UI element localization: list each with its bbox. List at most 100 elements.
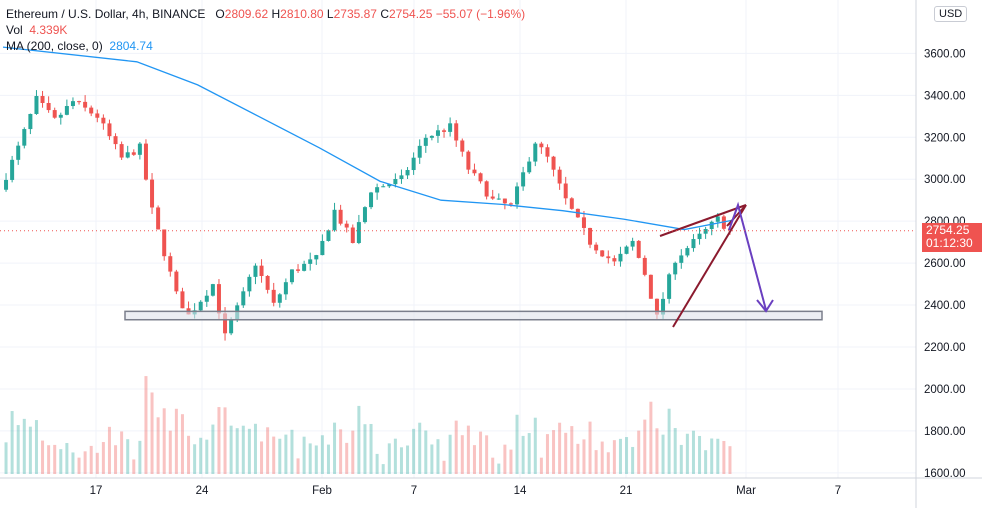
candle xyxy=(308,252,313,271)
y-tick-label: 3000.00 xyxy=(924,174,966,186)
candle xyxy=(496,193,501,200)
low-value: 2735.87 xyxy=(333,7,377,21)
candle xyxy=(679,249,684,269)
close-value: 2754.25 xyxy=(389,7,433,21)
legend-volume-row: Vol 4.339K xyxy=(6,23,68,37)
candle xyxy=(393,173,398,188)
candle xyxy=(64,99,69,116)
candle xyxy=(423,134,428,153)
candle xyxy=(52,107,57,119)
candle xyxy=(10,155,15,183)
volume-bar xyxy=(211,424,215,474)
volume-bar xyxy=(296,458,300,474)
candle xyxy=(545,144,550,163)
candle xyxy=(521,166,526,191)
candle xyxy=(502,198,507,210)
volume-bar xyxy=(308,443,312,474)
volume-bar xyxy=(89,445,93,474)
candle xyxy=(28,113,33,135)
candle xyxy=(405,167,410,180)
volume-bar xyxy=(387,443,391,474)
candle xyxy=(369,191,374,210)
candle xyxy=(448,117,453,137)
volume-bar xyxy=(454,420,458,474)
volume-bar xyxy=(436,439,440,474)
candle xyxy=(484,180,489,200)
candle xyxy=(630,237,635,251)
volume-bar xyxy=(600,441,604,474)
legend-ohlc-row: Ethereum / U.S. Dollar, 4h, BINANCE O280… xyxy=(6,7,526,21)
volume-bar xyxy=(229,425,233,474)
volume-bar xyxy=(71,452,75,474)
volume-bar xyxy=(174,408,178,474)
wedge-tip-line xyxy=(726,204,747,227)
candle xyxy=(168,252,173,277)
candle xyxy=(320,234,325,256)
volume-bar xyxy=(533,417,537,474)
volume-bar xyxy=(253,423,257,474)
candle xyxy=(46,96,51,113)
volume-bar xyxy=(582,439,586,474)
support-zone-rectangle xyxy=(124,310,823,321)
volume-bar xyxy=(679,444,683,474)
y-tick-label: 1600.00 xyxy=(924,468,966,480)
volume-bar xyxy=(479,431,483,474)
volume-bar xyxy=(606,452,610,474)
volume-bar xyxy=(144,376,148,474)
volume-bar xyxy=(418,422,422,474)
candle xyxy=(283,278,288,300)
candle xyxy=(399,169,404,184)
volume-bar xyxy=(138,440,142,474)
x-tick-label: 21 xyxy=(620,485,633,497)
volume-bar xyxy=(472,445,476,474)
candle xyxy=(22,127,27,149)
volume-bar xyxy=(381,464,385,474)
volume-bar xyxy=(612,440,616,474)
last-price-value: 2754.25 xyxy=(926,223,970,237)
volume-bar xyxy=(302,436,306,474)
volume-bar xyxy=(552,430,556,474)
candle xyxy=(253,263,258,285)
pattern-drawings xyxy=(659,201,774,328)
volume-bar xyxy=(412,428,416,474)
candle xyxy=(302,260,307,272)
volume-bar xyxy=(667,408,671,474)
volume-bar xyxy=(710,438,714,474)
volume-bar xyxy=(716,438,720,474)
volume-bar xyxy=(643,419,647,474)
candle xyxy=(332,202,337,232)
volume-bar xyxy=(326,444,330,474)
last-price-tag: 2754.25 01:12:30 xyxy=(922,223,982,252)
candle xyxy=(247,274,252,297)
volume-bar xyxy=(95,452,99,474)
candle xyxy=(131,149,136,156)
volume-bar xyxy=(199,437,203,474)
candle xyxy=(460,138,465,157)
volume-bar xyxy=(357,405,361,474)
volume-bar xyxy=(661,434,665,474)
x-tick-label: 17 xyxy=(90,485,103,497)
candle xyxy=(612,255,617,266)
volume-bar xyxy=(193,444,197,474)
candle xyxy=(296,264,301,273)
volume-bar xyxy=(114,445,118,474)
candle xyxy=(673,261,678,280)
volume-bar xyxy=(521,435,525,474)
volume-bar xyxy=(430,444,434,474)
x-tick-label: 14 xyxy=(514,485,527,497)
chart-legend: Ethereum / U.S. Dollar, 4h, BINANCE O280… xyxy=(6,6,525,54)
volume-bar xyxy=(363,424,367,474)
volume-bar xyxy=(728,446,732,474)
volume-bar xyxy=(10,411,14,474)
candle xyxy=(119,141,124,160)
candle xyxy=(70,97,75,110)
candle xyxy=(581,210,586,235)
volume-bar xyxy=(618,438,622,474)
volume-bar xyxy=(150,392,154,474)
currency-badge[interactable]: USD xyxy=(934,6,968,22)
candle xyxy=(314,254,319,265)
volume-bar xyxy=(187,435,191,474)
candle xyxy=(569,197,574,210)
